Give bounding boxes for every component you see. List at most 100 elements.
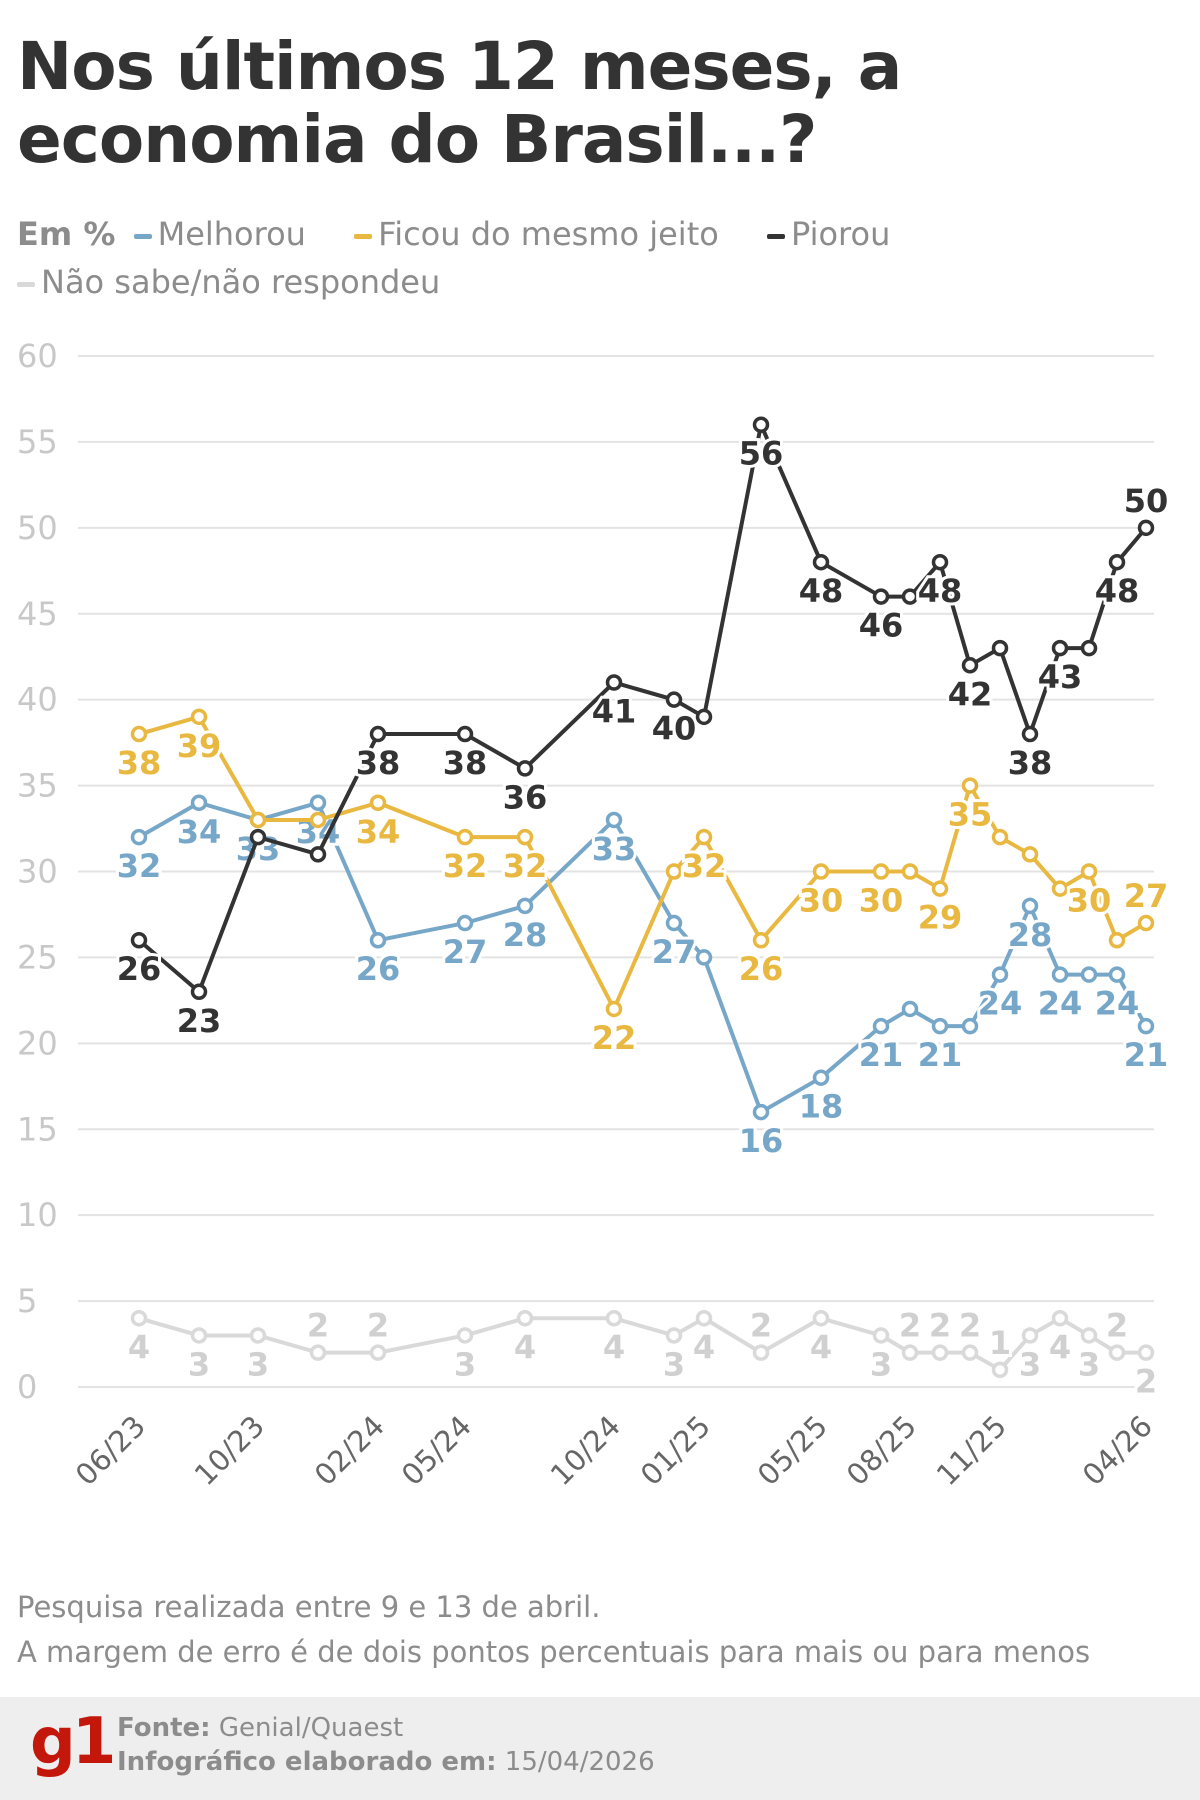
data-point [130, 931, 148, 949]
data-label: 30 [859, 882, 904, 920]
data-point [752, 1103, 770, 1121]
data-point [190, 983, 208, 1001]
data-label: 21 [859, 1036, 904, 1074]
data-point [931, 1344, 949, 1361]
legend-swatch [766, 233, 785, 239]
data-point [1021, 846, 1039, 863]
source-info: Fonte: Genial/Quaest Infográfico elabora… [117, 1711, 655, 1779]
y-tick-label: 45 [17, 595, 58, 633]
data-point [1051, 639, 1069, 657]
data-label: 39 [177, 727, 222, 765]
data-label: 24 [978, 985, 1023, 1023]
data-point [605, 1310, 623, 1327]
data-point [456, 725, 474, 743]
data-label: 26 [117, 950, 162, 988]
data-point [249, 828, 267, 846]
data-label: 4 [128, 1328, 150, 1366]
data-label: 1 [989, 1324, 1011, 1362]
data-point [1108, 1344, 1126, 1361]
data-point [516, 897, 534, 915]
data-point [249, 811, 267, 829]
data-point [665, 1327, 683, 1344]
x-tick-label: 05/24 [395, 1409, 478, 1492]
data-label: 38 [443, 744, 488, 782]
data-point [812, 1310, 830, 1327]
data-label: 3 [247, 1345, 269, 1383]
data-label: 33 [592, 830, 637, 868]
data-label: 26 [356, 950, 401, 988]
data-label: 4 [810, 1328, 832, 1366]
data-label: 22 [592, 1019, 637, 1057]
x-tick-label: 02/24 [308, 1409, 391, 1492]
data-point [812, 1069, 830, 1086]
data-point [516, 760, 534, 777]
data-point [695, 949, 713, 966]
chart-title: Nos últimos 12 meses, a economia do Bras… [17, 28, 902, 178]
x-tick-label: 04/26 [1076, 1409, 1159, 1492]
data-label: 27 [652, 933, 697, 971]
g1-logo: g1 [30, 1705, 116, 1779]
data-point [1080, 639, 1098, 657]
data-label: 36 [503, 778, 548, 816]
data-label: 30 [1067, 882, 1112, 920]
legend-item-piorou: Piorou [766, 215, 890, 253]
legend-swatch [354, 233, 373, 239]
data-label: 18 [799, 1088, 844, 1126]
data-point [369, 1344, 387, 1361]
data-point [872, 1327, 890, 1344]
source-value: Genial/Quaest [218, 1713, 404, 1743]
data-point [309, 1344, 327, 1361]
data-label: 2 [899, 1307, 921, 1345]
data-point [665, 863, 683, 880]
data-point [901, 1344, 919, 1361]
data-point [991, 966, 1009, 983]
y-tick-label: 40 [17, 681, 58, 719]
data-point [695, 828, 713, 846]
data-label: 3 [1078, 1345, 1100, 1383]
data-label: 48 [1095, 572, 1140, 610]
data-label: 2 [1135, 1363, 1157, 1401]
data-point [369, 725, 387, 743]
data-label: 38 [1008, 744, 1053, 782]
data-label: 2 [1106, 1307, 1128, 1345]
date-label: Infográfico elaborado em: [117, 1747, 497, 1777]
data-label: 38 [117, 744, 162, 782]
data-label: 43 [1038, 658, 1083, 696]
data-point [190, 1327, 208, 1344]
y-tick-label: 55 [17, 423, 58, 461]
legend-label: Não sabe/não respondeu [41, 263, 441, 301]
data-point [249, 1327, 267, 1344]
legend-swatch [133, 233, 152, 239]
data-label: 35 [948, 796, 993, 834]
x-tick-label: 06/23 [69, 1409, 152, 1492]
x-tick-label: 01/25 [634, 1409, 717, 1492]
x-tick-label: 10/24 [544, 1409, 627, 1492]
data-point [190, 708, 208, 726]
data-point [752, 931, 770, 949]
data-label: 24 [1095, 985, 1140, 1023]
data-point [605, 811, 623, 829]
data-point [695, 708, 713, 726]
data-label: 56 [739, 435, 784, 473]
data-label: 4 [514, 1328, 536, 1366]
legend-swatch [17, 281, 35, 287]
data-point [931, 1017, 949, 1035]
y-tick-label: 5 [17, 1282, 37, 1320]
y-tick-label: 15 [17, 1110, 58, 1148]
series-line [138, 800, 1148, 1115]
data-point [1137, 914, 1155, 932]
data-label: 38 [356, 744, 401, 782]
data-point [1108, 931, 1126, 949]
data-label: 27 [1124, 877, 1169, 915]
data-point [1137, 1344, 1155, 1361]
data-point [901, 863, 919, 880]
data-point [130, 828, 148, 846]
data-label: 30 [799, 882, 844, 920]
data-label: 42 [948, 675, 993, 713]
data-label: 34 [356, 813, 401, 851]
legend-item-ficou: Ficou do mesmo jeito [354, 215, 719, 253]
data-point [752, 1344, 770, 1361]
data-label: 4 [693, 1328, 715, 1366]
data-label: 41 [592, 692, 637, 730]
